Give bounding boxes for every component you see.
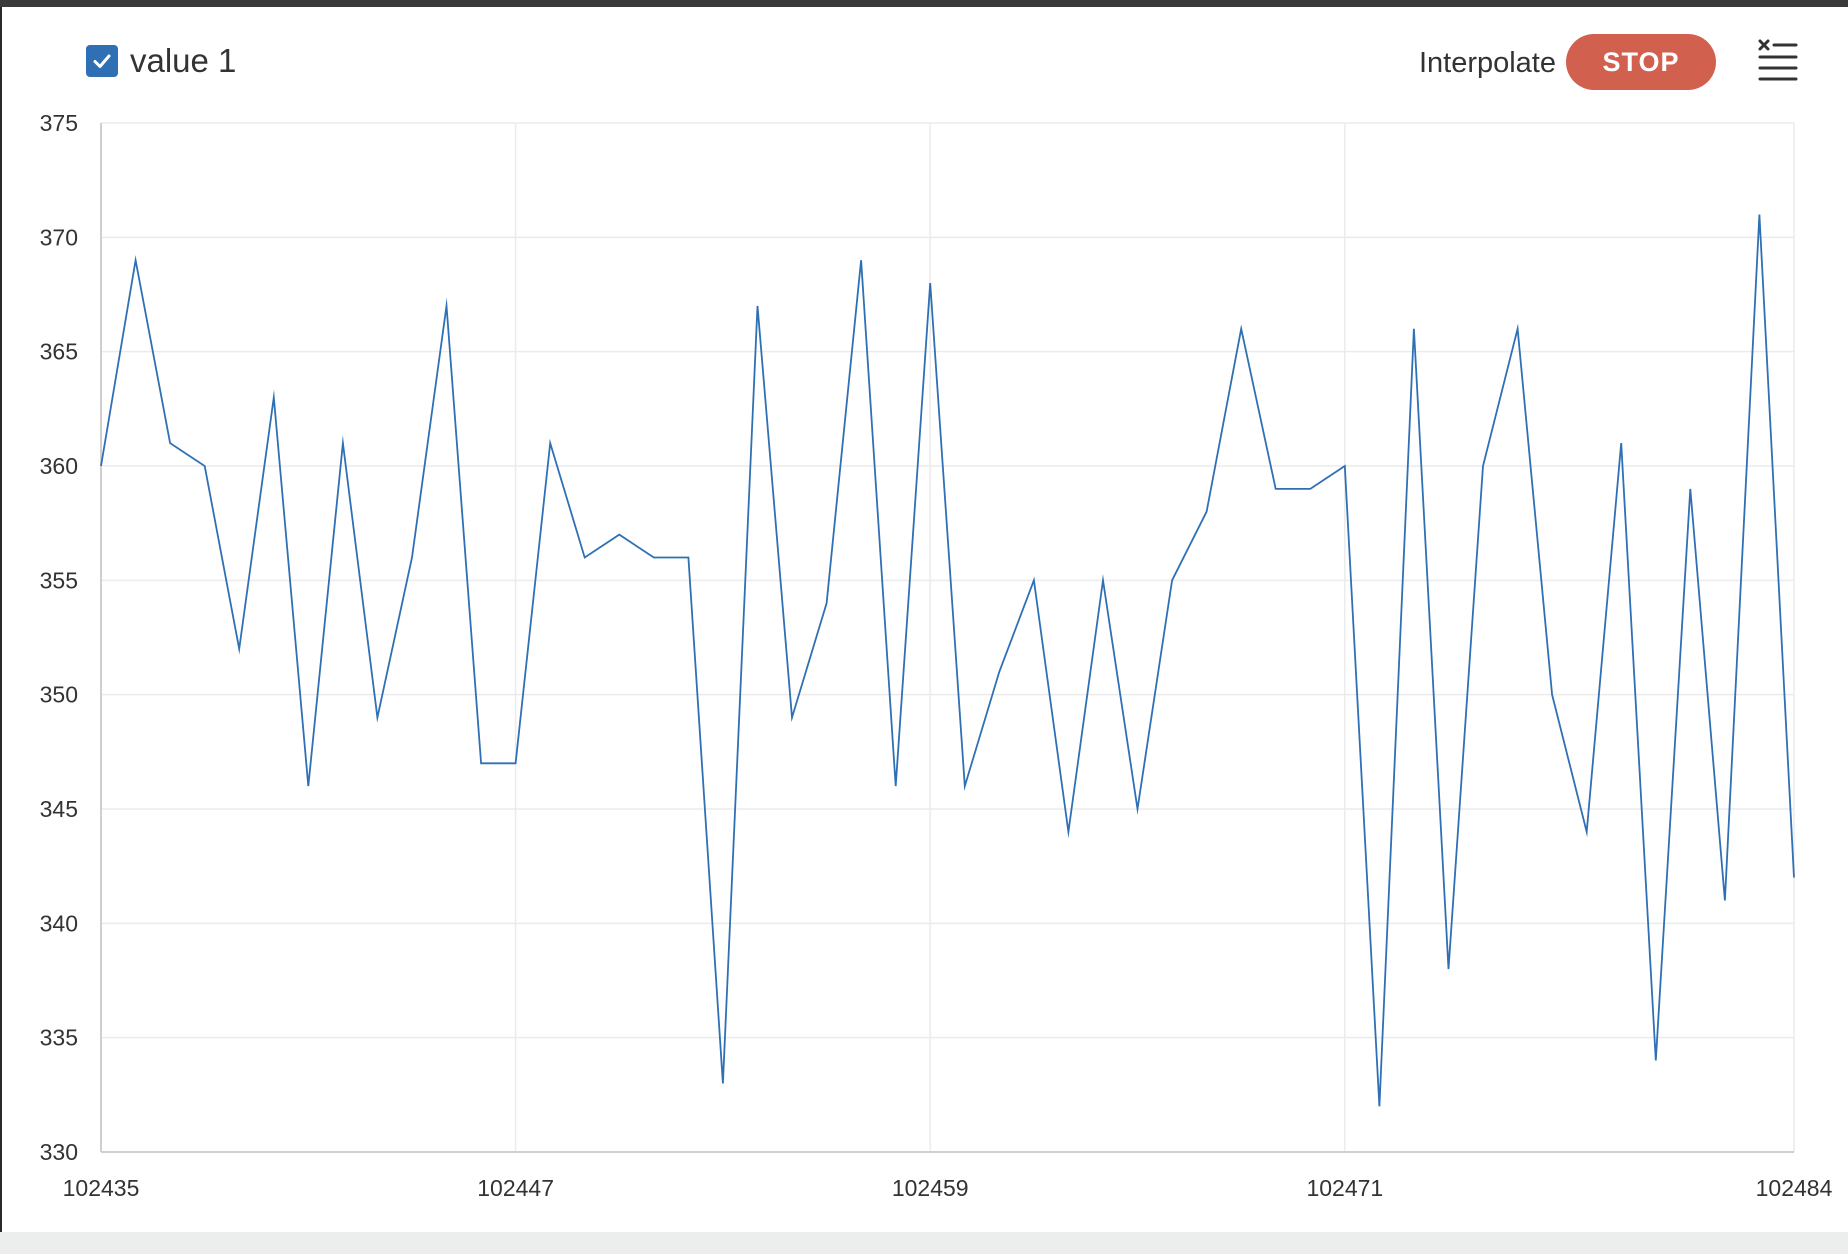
checkmark-icon: [93, 54, 111, 68]
window-top-bar: [0, 0, 1848, 7]
window-bottom-bar: [0, 1232, 1848, 1254]
x-tick-label: 102459: [892, 1175, 969, 1201]
chart-tick-labels: 330 335 340 345 350 355 360 365 370 375 102435 1024…: [40, 110, 1833, 1201]
chart-axes: [100, 123, 1794, 1153]
x-tick-label: 102435: [63, 1175, 140, 1201]
y-tick-label: 365: [40, 339, 78, 365]
y-tick-label: 370: [40, 224, 78, 250]
y-tick-label: 345: [40, 796, 78, 822]
x-tick-label: 102447: [477, 1175, 554, 1201]
series-line-value-1: [100, 214, 1795, 1107]
y-tick-label: 355: [40, 567, 78, 593]
serial-plotter-window: value 1 Interpolate STOP: [2, 7, 1848, 1232]
window-left-border: [0, 7, 2, 1232]
chart-grid: [100, 122, 1795, 1153]
chart-series: [100, 214, 1795, 1107]
y-tick-label: 360: [40, 453, 78, 479]
x-tick-label: 102471: [1306, 1175, 1383, 1201]
series-label: value 1: [130, 42, 237, 79]
y-tick-label: 335: [40, 1025, 78, 1051]
clear-list-button[interactable]: [1756, 37, 1800, 83]
stop-button[interactable]: STOP: [1566, 34, 1716, 90]
interpolate-label: Interpolate: [1418, 46, 1556, 79]
y-tick-label: 375: [40, 110, 78, 136]
series-checkbox[interactable]: [86, 45, 118, 77]
y-tick-label: 330: [40, 1139, 78, 1165]
series-toggle-value-1[interactable]: value 1: [86, 41, 236, 81]
y-tick-label: 340: [40, 910, 78, 936]
y-tick-label: 350: [40, 682, 78, 708]
clear-list-icon: [1758, 39, 1798, 81]
x-tick-label: 102484: [1756, 1175, 1833, 1201]
